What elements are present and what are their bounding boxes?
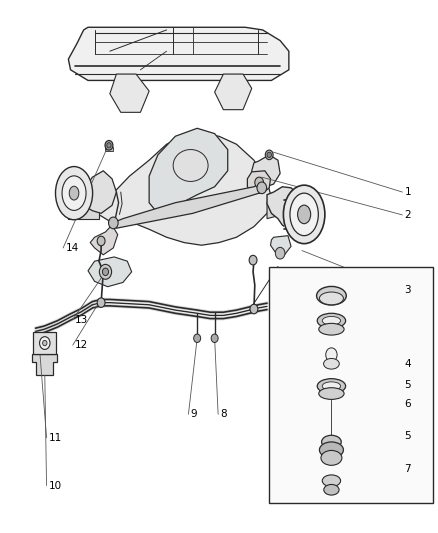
Text: 6: 6 — [405, 399, 411, 409]
Ellipse shape — [102, 268, 109, 276]
Polygon shape — [90, 225, 118, 255]
Text: 10: 10 — [49, 481, 62, 490]
Text: 8: 8 — [220, 409, 227, 419]
Bar — [33, 332, 56, 354]
Ellipse shape — [39, 337, 50, 350]
Text: 5: 5 — [405, 431, 411, 441]
Text: 11: 11 — [49, 433, 62, 443]
Polygon shape — [271, 236, 291, 255]
Ellipse shape — [109, 217, 118, 229]
Ellipse shape — [267, 152, 272, 158]
Polygon shape — [88, 257, 132, 287]
Ellipse shape — [290, 193, 318, 236]
Ellipse shape — [283, 185, 325, 244]
Text: 12: 12 — [75, 340, 88, 350]
Ellipse shape — [317, 313, 346, 328]
Ellipse shape — [257, 182, 267, 193]
Ellipse shape — [324, 359, 339, 369]
Ellipse shape — [99, 264, 112, 279]
Ellipse shape — [321, 435, 341, 449]
Ellipse shape — [69, 186, 79, 200]
Polygon shape — [68, 203, 99, 219]
Polygon shape — [75, 171, 117, 213]
Text: 13: 13 — [75, 314, 88, 325]
Ellipse shape — [324, 484, 339, 495]
Ellipse shape — [255, 177, 264, 188]
Ellipse shape — [321, 450, 342, 465]
Ellipse shape — [317, 286, 346, 305]
Polygon shape — [110, 182, 263, 228]
Ellipse shape — [297, 205, 311, 224]
Ellipse shape — [326, 348, 337, 362]
Bar — [269, 266, 433, 503]
Polygon shape — [267, 187, 302, 229]
Text: 1: 1 — [405, 187, 411, 197]
Text: 7: 7 — [405, 464, 411, 473]
Ellipse shape — [319, 442, 343, 458]
Ellipse shape — [97, 236, 105, 246]
Text: 3: 3 — [405, 286, 411, 295]
Polygon shape — [97, 134, 272, 245]
Polygon shape — [149, 128, 228, 213]
Ellipse shape — [194, 334, 201, 343]
Ellipse shape — [249, 255, 257, 265]
Text: 2: 2 — [405, 210, 411, 220]
Ellipse shape — [56, 166, 92, 220]
Ellipse shape — [276, 247, 285, 259]
Text: 14: 14 — [65, 243, 78, 253]
Ellipse shape — [322, 317, 341, 325]
Ellipse shape — [322, 475, 341, 487]
Polygon shape — [247, 171, 271, 193]
Ellipse shape — [97, 298, 105, 308]
Ellipse shape — [317, 378, 346, 393]
Ellipse shape — [211, 334, 218, 343]
Polygon shape — [215, 74, 252, 110]
Polygon shape — [32, 354, 57, 375]
Polygon shape — [110, 74, 149, 112]
Ellipse shape — [107, 143, 111, 148]
Text: 9: 9 — [191, 409, 197, 419]
Text: 5: 5 — [405, 379, 411, 390]
Ellipse shape — [250, 304, 258, 314]
Ellipse shape — [319, 324, 344, 335]
Ellipse shape — [173, 150, 208, 181]
Ellipse shape — [319, 292, 343, 305]
Text: 4: 4 — [405, 359, 411, 369]
Polygon shape — [267, 195, 297, 219]
Ellipse shape — [105, 141, 113, 150]
Ellipse shape — [265, 150, 273, 160]
Polygon shape — [68, 27, 289, 80]
Polygon shape — [105, 147, 113, 151]
Polygon shape — [305, 346, 357, 374]
Polygon shape — [285, 199, 292, 229]
Ellipse shape — [42, 341, 47, 346]
Ellipse shape — [322, 382, 341, 390]
Polygon shape — [252, 155, 280, 188]
Ellipse shape — [319, 387, 344, 399]
Ellipse shape — [62, 176, 86, 211]
